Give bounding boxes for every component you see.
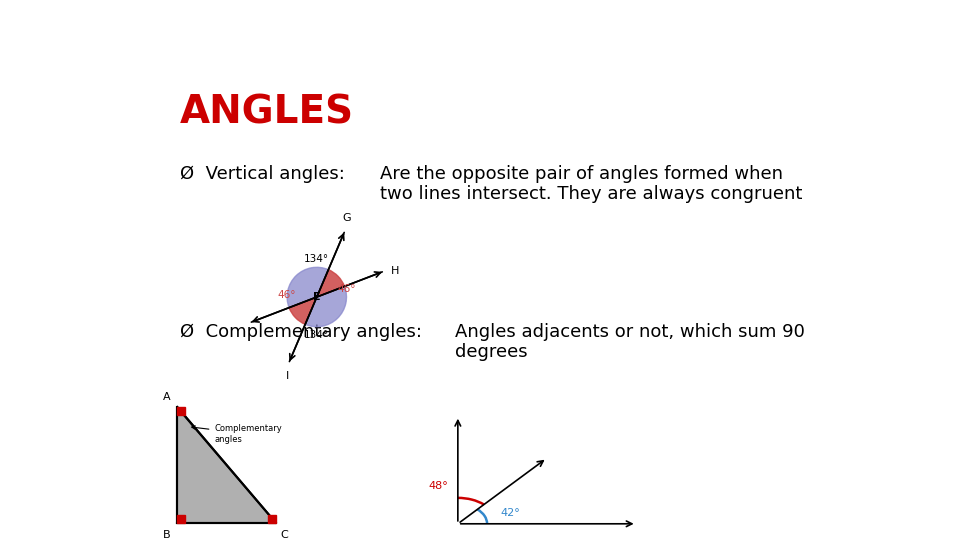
Bar <box>268 515 276 523</box>
Text: B: B <box>163 530 171 539</box>
Text: G: G <box>342 213 350 224</box>
Text: 46°: 46° <box>277 290 297 300</box>
Wedge shape <box>305 286 347 327</box>
Text: 134°: 134° <box>304 330 329 340</box>
Bar <box>178 407 185 415</box>
Text: 48°: 48° <box>428 481 448 491</box>
Text: E: E <box>313 292 321 302</box>
Text: H: H <box>392 266 399 276</box>
Text: 42°: 42° <box>500 508 519 518</box>
Text: 134°: 134° <box>304 254 329 264</box>
Text: I: I <box>286 370 289 381</box>
Wedge shape <box>317 269 345 297</box>
Text: ANGLES: ANGLES <box>180 94 353 132</box>
Text: C: C <box>280 530 288 539</box>
Bar <box>178 515 185 523</box>
Text: Angles adjacents or not, which sum 90
degrees: Angles adjacents or not, which sum 90 de… <box>455 322 804 361</box>
Wedge shape <box>289 297 317 325</box>
Text: Are the opposite pair of angles formed when
two lines intersect. They are always: Are the opposite pair of angles formed w… <box>380 165 803 204</box>
Wedge shape <box>287 267 328 308</box>
Text: Ø  Complementary angles:: Ø Complementary angles: <box>180 322 421 341</box>
Text: 46°: 46° <box>337 285 356 294</box>
Text: Complementary
angles: Complementary angles <box>192 424 282 444</box>
Polygon shape <box>178 407 276 523</box>
Text: Ø  Vertical angles:: Ø Vertical angles: <box>180 165 345 183</box>
Text: A: A <box>163 392 171 402</box>
